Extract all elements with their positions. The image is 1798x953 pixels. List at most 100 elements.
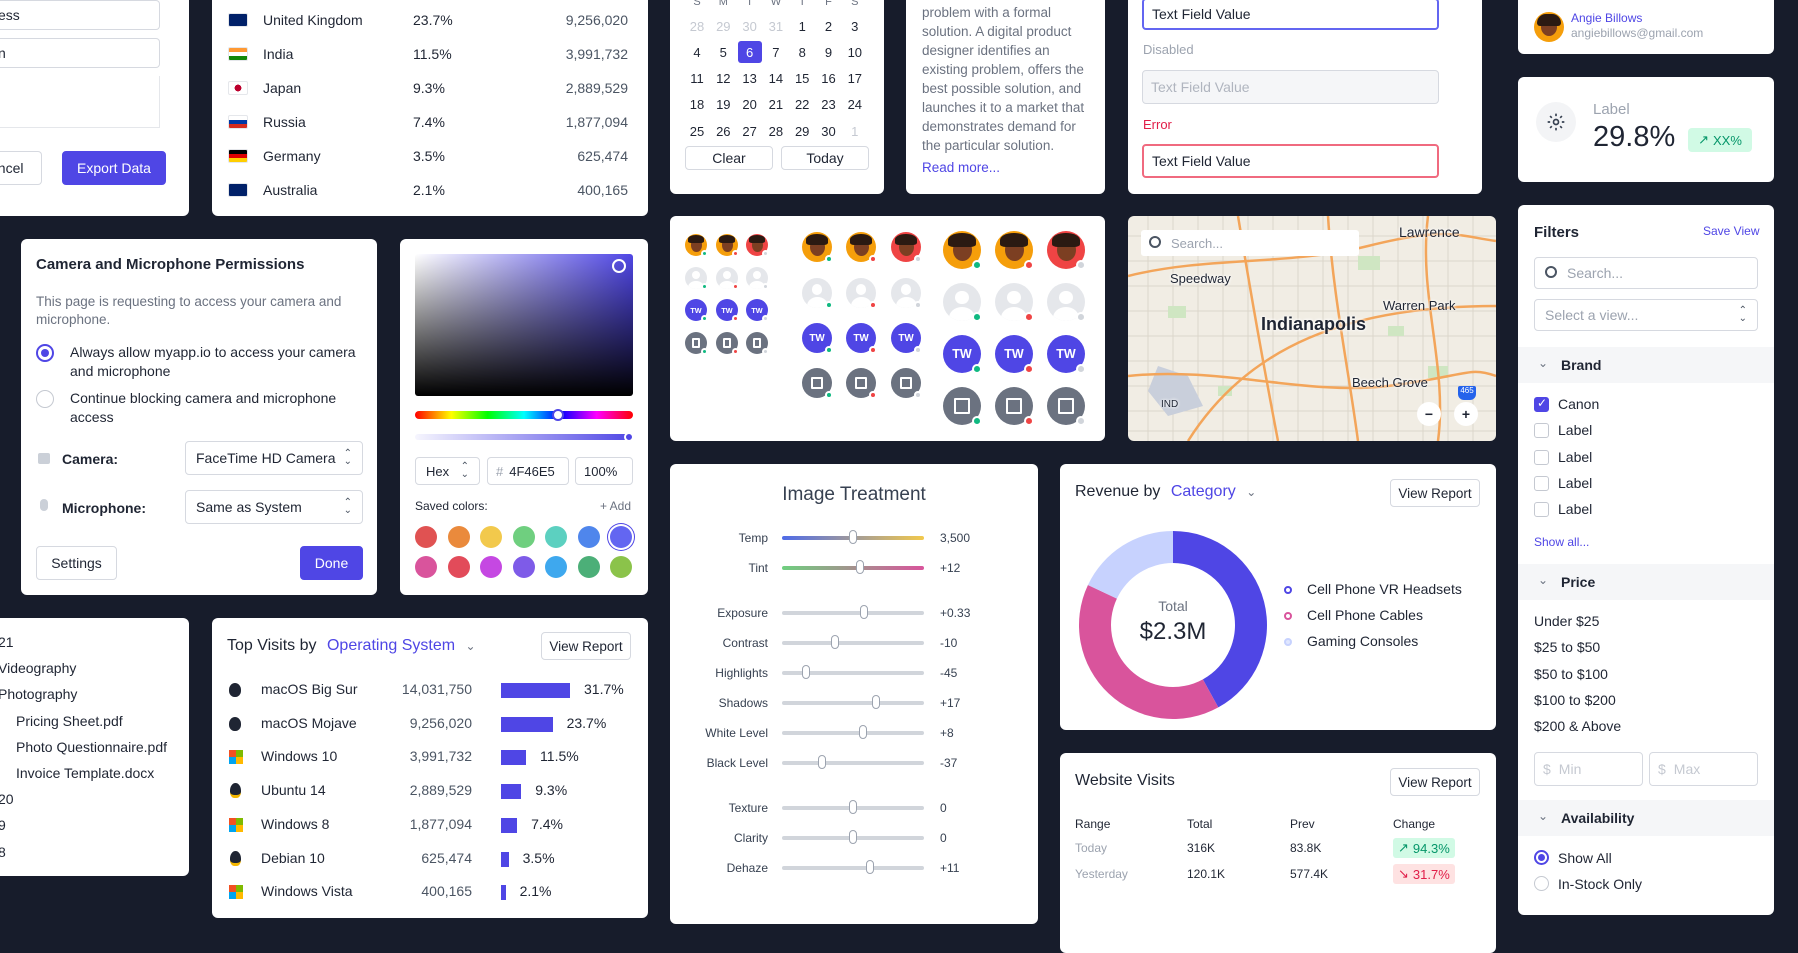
donut-slice[interactable] <box>1173 531 1267 708</box>
calendar-day[interactable]: 9 <box>824 44 833 60</box>
radio-block[interactable] <box>36 390 54 408</box>
color-swatch[interactable] <box>577 556 600 578</box>
read-more-link[interactable]: Read more... <box>922 160 1001 175</box>
slider-thumb[interactable] <box>849 800 857 814</box>
zoom-in-button[interactable]: + <box>1454 402 1478 426</box>
calendar-day[interactable]: 8 <box>798 44 806 60</box>
avatar-placeholder[interactable] <box>846 278 876 308</box>
color-swatch[interactable] <box>447 556 470 578</box>
calendar-day[interactable]: 30 <box>821 123 836 139</box>
color-swatch[interactable] <box>512 526 535 548</box>
price-option[interactable]: $50 to $100 <box>1534 665 1608 682</box>
calendar-day[interactable]: 4 <box>693 44 701 60</box>
color-swatch[interactable] <box>447 526 470 548</box>
view-report-button[interactable]: View Report <box>1390 768 1480 796</box>
slider-thumb[interactable] <box>830 635 839 649</box>
field-2[interactable]: n <box>0 38 160 68</box>
file-tree-item[interactable]: Invoice Template.docx <box>16 765 155 781</box>
calendar-day[interactable]: 22 <box>794 97 810 113</box>
calendar-day-selected[interactable]: 6 <box>737 41 762 64</box>
slider-track[interactable] <box>782 566 924 570</box>
calendar-day[interactable]: 30 <box>742 18 757 34</box>
slider-track[interactable] <box>782 641 924 645</box>
calendar-day[interactable]: 19 <box>716 97 731 113</box>
add-color-button[interactable]: + Add <box>600 499 632 513</box>
view-report-button[interactable]: View Report <box>541 632 631 660</box>
calendar-day[interactable]: 28 <box>689 18 705 34</box>
file-tree-item[interactable]: 20 <box>0 791 14 808</box>
chevron-down-icon[interactable]: ⌄ <box>465 639 476 653</box>
file-tree-item[interactable]: Videography <box>0 660 77 677</box>
textarea[interactable] <box>0 76 160 128</box>
radio-in-stock[interactable] <box>1534 876 1549 891</box>
field-1[interactable]: ess <box>0 0 160 30</box>
file-tree-item[interactable]: Pricing Sheet.pdf <box>16 712 123 729</box>
format-select[interactable]: Hex ⌃ ⌄ <box>415 457 480 485</box>
color-swatch[interactable] <box>545 526 567 548</box>
color-swatch[interactable] <box>480 556 502 578</box>
opacity-input[interactable]: 100% <box>575 457 633 485</box>
profile-name[interactable]: Angie Billows <box>1571 11 1643 25</box>
save-view-link[interactable]: Save View <box>1703 224 1760 238</box>
hue-slider[interactable] <box>415 411 633 419</box>
color-swatch[interactable] <box>577 526 600 548</box>
hue-thumb[interactable] <box>552 409 564 421</box>
slider-track[interactable] <box>782 701 924 705</box>
avatar[interactable] <box>802 232 832 262</box>
zoom-out-button[interactable]: − <box>1417 402 1441 426</box>
category-dropdown[interactable]: Category <box>1170 483 1236 500</box>
slider-track[interactable] <box>782 611 924 615</box>
clear-button[interactable]: Clear <box>685 146 773 170</box>
alpha-slider[interactable] <box>415 434 633 440</box>
chevron-down-icon[interactable]: ⌄ <box>1246 485 1257 499</box>
calendar-day[interactable]: 12 <box>716 71 731 87</box>
file-tree-item[interactable]: 8 <box>0 843 6 860</box>
microphone-select[interactable]: Same as System ⌃ ⌄ <box>185 490 363 524</box>
color-swatch[interactable] <box>415 526 437 548</box>
calendar-day[interactable]: 24 <box>847 97 863 113</box>
calendar-day[interactable]: 7 <box>772 44 780 60</box>
building-icon[interactable] <box>1047 387 1085 425</box>
calendar-day[interactable]: 31 <box>768 18 784 34</box>
slider-thumb[interactable] <box>871 695 880 709</box>
color-swatch[interactable] <box>480 526 502 548</box>
show-all-link[interactable]: Show all... <box>1534 535 1590 549</box>
calendar-day[interactable]: 20 <box>742 97 757 113</box>
calendar-day[interactable]: 17 <box>847 71 863 87</box>
slider-thumb[interactable] <box>858 725 867 739</box>
calendar-day[interactable]: 1 <box>851 123 859 139</box>
avatar-placeholder[interactable] <box>943 283 981 321</box>
calendar-day[interactable]: 23 <box>821 97 836 113</box>
calendar-day[interactable]: 1 <box>798 18 806 34</box>
max-price-input[interactable]: $ Max <box>1649 752 1758 786</box>
slider-thumb[interactable] <box>802 665 811 679</box>
alpha-thumb[interactable] <box>624 432 634 442</box>
calendar-day[interactable]: 14 <box>768 71 784 87</box>
min-price-input[interactable]: $ Min <box>1534 752 1643 786</box>
price-option[interactable]: $100 to $200 <box>1534 691 1616 708</box>
calendar-day[interactable]: 16 <box>821 71 836 87</box>
camera-select[interactable]: FaceTime HD Camera ⌃ ⌄ <box>185 441 363 475</box>
slider-thumb[interactable] <box>849 830 857 844</box>
file-tree-item[interactable]: 21 <box>0 634 14 650</box>
donut-slice[interactable] <box>1087 531 1173 599</box>
map-search[interactable]: Search... <box>1141 230 1359 256</box>
today-button[interactable]: Today <box>781 146 869 170</box>
brand-checkbox[interactable] <box>1534 502 1549 518</box>
calendar-day[interactable]: 3 <box>851 18 859 34</box>
calendar-day[interactable]: 26 <box>716 123 731 139</box>
calendar-day[interactable]: 18 <box>689 97 705 113</box>
price-option[interactable]: $25 to $50 <box>1534 639 1601 656</box>
slider-track[interactable] <box>782 731 924 735</box>
avatar[interactable] <box>995 231 1033 269</box>
slider-thumb[interactable] <box>817 755 826 769</box>
done-button[interactable]: Done <box>300 546 363 580</box>
calendar-day[interactable]: 29 <box>716 18 731 34</box>
calendar-day[interactable]: 25 <box>689 123 705 139</box>
text-field-error[interactable]: Text Field Value <box>1142 144 1439 178</box>
calendar-day[interactable]: 13 <box>742 71 757 87</box>
color-cursor[interactable] <box>612 259 626 273</box>
calendar-day[interactable]: 15 <box>794 71 810 87</box>
export-data-button[interactable]: Export Data <box>62 151 166 185</box>
avatar-placeholder[interactable] <box>1047 283 1085 321</box>
